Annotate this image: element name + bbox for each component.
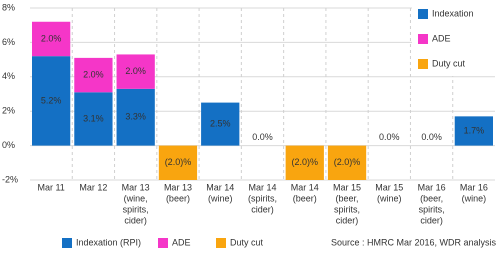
x-tick-label: (beer) bbox=[166, 193, 190, 203]
value-label: 0.0% bbox=[252, 132, 273, 142]
y-tick-label: 4% bbox=[2, 71, 15, 81]
x-tick-label: Mar 14 bbox=[206, 182, 234, 192]
value-label: (2.0)% bbox=[292, 157, 319, 167]
x-tick-label: Mar 16 bbox=[460, 182, 488, 192]
legend-label: Indexation (RPI) bbox=[76, 237, 141, 247]
x-tick-label: Mar 14 bbox=[291, 182, 319, 192]
x-tick-label: cider) bbox=[336, 215, 359, 225]
bar bbox=[454, 116, 493, 146]
x-tick-label: (wine) bbox=[462, 193, 487, 203]
bar bbox=[116, 54, 155, 89]
y-tick-label: 6% bbox=[2, 37, 15, 47]
value-label: 3.1% bbox=[83, 113, 104, 123]
value-label: 0.0% bbox=[421, 132, 442, 142]
inner-legend-label: ADE bbox=[432, 33, 451, 43]
inner-legend-swatch bbox=[418, 59, 428, 69]
value-label: 2.0% bbox=[125, 66, 146, 76]
x-tick-label: cider) bbox=[124, 215, 147, 225]
x-tick-label: Mar 15 bbox=[375, 182, 403, 192]
x-tick-label: spirits, bbox=[419, 204, 445, 214]
x-tick-label: (wine) bbox=[377, 193, 402, 203]
x-tick-label: Mar 12 bbox=[79, 182, 107, 192]
bar bbox=[201, 102, 240, 146]
bar bbox=[285, 145, 324, 180]
x-tick-label: (spirits, bbox=[248, 193, 277, 203]
x-tick-label: Mar 14 bbox=[248, 182, 276, 192]
legend-label: ADE bbox=[172, 237, 191, 247]
legend-label: Duty cut bbox=[230, 237, 264, 247]
inner-legend-swatch bbox=[418, 9, 428, 19]
x-tick-label: cider) bbox=[251, 204, 274, 214]
value-label: 2.5% bbox=[210, 118, 231, 128]
x-tick-label: Mar 15 bbox=[333, 182, 361, 192]
bar bbox=[74, 57, 113, 93]
x-tick-label: Mar 11 bbox=[37, 182, 64, 192]
bar bbox=[116, 88, 155, 146]
bar bbox=[74, 92, 113, 146]
bar bbox=[32, 56, 71, 146]
x-tick-label: (beer) bbox=[293, 193, 317, 203]
y-tick-label: 0% bbox=[2, 140, 15, 150]
inner-legend-label: Indexation bbox=[432, 8, 474, 18]
source: Source : HMRC Mar 2016, WDR analysis bbox=[331, 237, 497, 247]
x-tick-label: (wine) bbox=[208, 193, 233, 203]
x-tick-label: spirits, bbox=[123, 204, 149, 214]
y-tick-label: 8% bbox=[2, 2, 15, 12]
bar bbox=[327, 145, 367, 180]
value-label: 3.3% bbox=[125, 112, 146, 122]
y-tick-label: 2% bbox=[2, 106, 15, 116]
inner-legend-swatch bbox=[418, 34, 428, 44]
value-label: 5.2% bbox=[41, 95, 62, 105]
value-label: 1.7% bbox=[464, 125, 485, 135]
x-tick-label: (beer, bbox=[420, 193, 443, 203]
bar bbox=[158, 145, 198, 180]
value-label: (2.0)% bbox=[165, 157, 192, 167]
value-label: 0.0% bbox=[379, 132, 400, 142]
value-label: 2.0% bbox=[41, 33, 62, 43]
legend-swatch bbox=[158, 238, 168, 248]
x-tick-label: cider) bbox=[420, 215, 443, 225]
x-tick-label: Mar 13 bbox=[164, 182, 192, 192]
bar bbox=[32, 21, 71, 57]
x-tick-label: Mar 13 bbox=[122, 182, 150, 192]
value-label: (2.0)% bbox=[334, 157, 361, 167]
y-tick-label: -2% bbox=[2, 174, 18, 184]
legend-swatch bbox=[216, 238, 226, 248]
value-label: 2.0% bbox=[83, 69, 104, 79]
legend-swatch bbox=[62, 238, 72, 248]
x-tick-label: spirits, bbox=[334, 204, 360, 214]
inner-legend-label: Duty cut bbox=[432, 58, 466, 68]
x-tick-label: Mar 16 bbox=[418, 182, 446, 192]
x-tick-label: (beer, bbox=[336, 193, 359, 203]
x-tick-label: (wine, bbox=[124, 193, 148, 203]
